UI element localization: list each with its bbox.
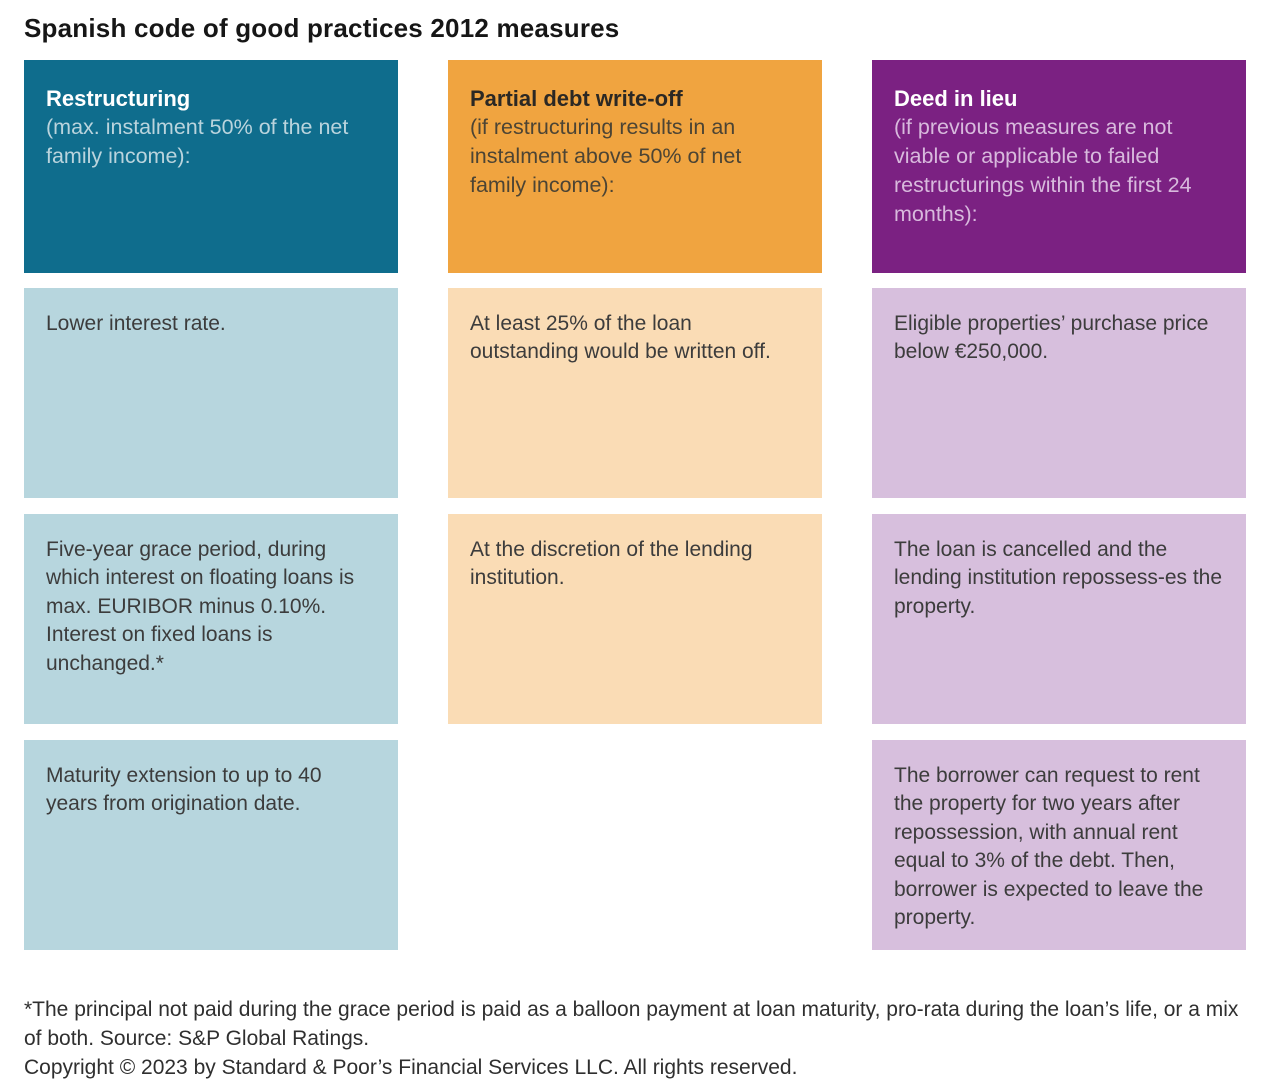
column-header-subtitle: (if restructuring results in an instalme… [470, 114, 742, 197]
measure-cell: Eligible properties’ purchase price belo… [872, 287, 1246, 498]
column-header-title: Restructuring [46, 85, 191, 111]
page-title: Spanish code of good practices 2012 meas… [24, 13, 620, 43]
column-restructuring: Restructuring (max. instalment 50% of th… [24, 59, 398, 966]
column-header: Partial debt write-off (if restructuring… [448, 59, 822, 273]
column-partial-debt-write-off: Partial debt write-off (if restructuring… [448, 59, 822, 966]
column-header-subtitle: (if previous measures are not viable or … [894, 114, 1192, 226]
measure-cell: At the discretion of the lending institu… [448, 513, 822, 724]
column-header-title: Deed in lieu [894, 85, 1018, 111]
copyright-notice: Copyright © 2023 by Standard & Poor’s Fi… [24, 1055, 798, 1079]
column-header-subtitle: (max. instalment 50% of the net family i… [46, 114, 349, 168]
measure-cell: Lower interest rate. [24, 287, 398, 498]
column-deed-in-lieu: Deed in lieu (if previous measures are n… [872, 59, 1246, 966]
measure-cell: The loan is cancelled and the lending in… [872, 513, 1246, 724]
measures-grid: Restructuring (max. instalment 50% of th… [24, 59, 1246, 966]
column-header: Deed in lieu (if previous measures are n… [872, 59, 1246, 273]
footnote-source: *The principal not paid during the grace… [24, 997, 1239, 1050]
footer: *The principal not paid during the grace… [24, 996, 1246, 1083]
measure-cell: Maturity extension to up to 40 years fro… [24, 739, 398, 950]
column-header-title: Partial debt write-off [470, 85, 683, 111]
measure-cell: Five-year grace period, during which int… [24, 513, 398, 724]
measure-cell: The borrower can request to rent the pro… [872, 739, 1246, 950]
column-header: Restructuring (max. instalment 50% of th… [24, 59, 398, 273]
measure-cell: At least 25% of the loan outstanding wou… [448, 287, 822, 498]
